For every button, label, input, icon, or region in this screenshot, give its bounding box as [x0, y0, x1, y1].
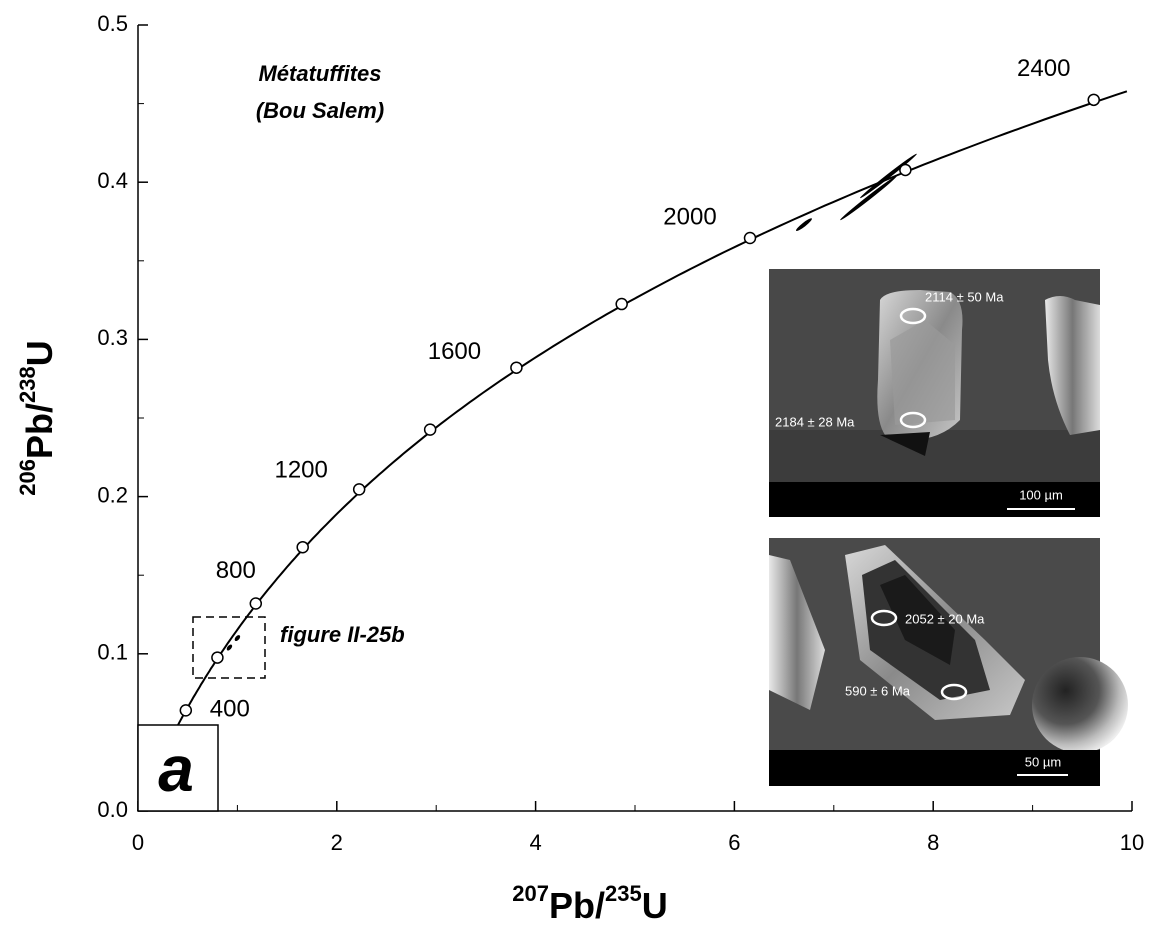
panel-label: a [158, 733, 194, 805]
x-tick-label: 6 [728, 830, 740, 855]
x-label-part: U [642, 885, 668, 926]
age-point [743, 231, 757, 245]
analysis-ellipse [796, 218, 812, 231]
age-label: 1200 [274, 457, 327, 484]
analysis-ellipse [860, 153, 917, 199]
x-tick-label: 4 [529, 830, 541, 855]
spot-age: 2052 ± 20 Ma [905, 611, 985, 626]
analysis-ellipse [234, 635, 241, 642]
y-label-part: U [19, 340, 60, 366]
zoom-reference: figure II-25b [280, 622, 405, 647]
y-label-part: 206 [15, 459, 40, 496]
x-label-part: Pb/ [549, 885, 605, 926]
age-point [352, 483, 366, 496]
y-tick-label: 0.5 [97, 11, 128, 36]
sem-image [769, 269, 1100, 517]
y-axis-label: 206Pb/238U [15, 340, 60, 495]
spot-age: 2184 ± 28 Ma [775, 414, 855, 429]
x-tick-label: 8 [927, 830, 939, 855]
zoom-box [192, 616, 266, 679]
y-label-part: Pb/ [19, 403, 60, 459]
scale-bar-label: 100 µm [1019, 487, 1063, 502]
age-point [211, 651, 224, 664]
y-tick-label: 0.1 [97, 640, 128, 665]
analysis-ellipse [840, 175, 897, 221]
x-label-part: 207 [512, 881, 549, 906]
age-point [1087, 93, 1100, 107]
subtitle: (Bou Salem) [256, 98, 384, 123]
age-label: 2400 [1017, 55, 1070, 82]
age-point [510, 361, 523, 374]
spot-age: 590 ± 6 Ma [845, 683, 911, 698]
age-label: 400 [210, 696, 250, 723]
y-tick-label: 0.2 [97, 482, 128, 507]
plot-area: 0.0 0.1 0.2 0.3 0.4 0.5 0 2 4 6 8 10 400 800 1200 1600 2… [97, 11, 1144, 855]
spot-age: 2114 ± 50 Ma [925, 289, 1004, 304]
y-tick-label: 0.3 [97, 325, 128, 350]
y-label-part: 238 [15, 366, 40, 403]
analysis-ellipse [226, 644, 233, 651]
panel-label-box [137, 724, 219, 812]
age-label: 1600 [428, 338, 481, 365]
age-point [296, 540, 309, 554]
age-label: 2000 [663, 203, 716, 230]
y-tick-label: 0.4 [97, 168, 128, 193]
x-tick-label: 10 [1120, 830, 1144, 855]
age-label: 800 [216, 557, 256, 584]
age-point [615, 297, 628, 311]
title: Métatuffites [258, 61, 381, 86]
x-label-part: 235 [605, 881, 642, 906]
y-tick-label: 0.0 [97, 797, 128, 822]
sem-image [769, 538, 1128, 786]
age-point [179, 704, 193, 717]
age-point [249, 597, 263, 610]
scale-bar-label: 50 µm [1025, 754, 1061, 769]
age-point [899, 163, 912, 177]
age-point [423, 423, 437, 436]
x-axis-label: 207Pb/235U [512, 881, 667, 926]
x-tick-label: 2 [331, 830, 343, 855]
x-tick-label: 0 [132, 830, 144, 855]
image-labels: 2114 ± 50 Ma 2184 ± 28 Ma 100 µm 2052 ± … [775, 289, 1063, 769]
